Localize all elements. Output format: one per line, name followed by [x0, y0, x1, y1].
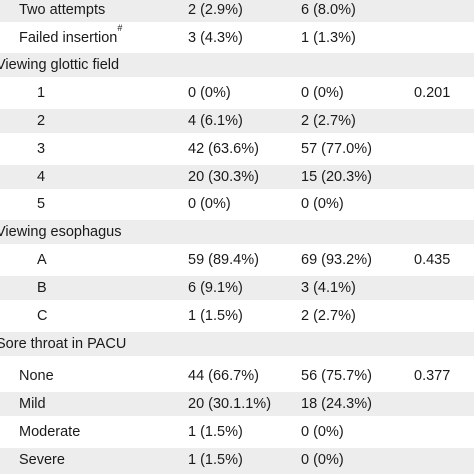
table-row: Mild 20 (30.1.1%) 18 (24.3%): [0, 392, 474, 416]
group2-value: 6 (8.0%): [301, 2, 356, 18]
group1-value: 1 (1.5%): [188, 308, 243, 324]
table-row: None 44 (66.7%) 56 (75.7%) 0.377: [0, 364, 474, 388]
group2-value: 1 (1.3%): [301, 30, 356, 46]
footnote-marker: #: [117, 23, 123, 34]
table-row: B 6 (9.1%) 3 (4.1%): [0, 276, 474, 300]
group1-value: 59 (89.4%): [188, 252, 259, 268]
p-value: 0.377: [414, 368, 451, 384]
row-label: None: [19, 368, 54, 384]
row-label-with-note: Failed insertion#: [19, 23, 123, 50]
group1-value: 3 (4.3%): [188, 30, 243, 46]
row-label: C: [37, 308, 48, 324]
table-row: Two attempts 2 (2.9%) 6 (8.0%): [0, 0, 474, 22]
row-label: A: [37, 252, 47, 268]
row-label: Failed insertion: [19, 30, 118, 46]
table-row: A 59 (89.4%) 69 (93.2%) 0.435: [0, 248, 474, 272]
group2-value: 0 (0%): [301, 424, 344, 440]
group2-value: 2 (2.7%): [301, 308, 356, 324]
group2-value: 56 (75.7%): [301, 368, 372, 384]
group2-value: 18 (24.3%): [301, 396, 372, 412]
group2-value: 0 (0%): [301, 452, 344, 468]
row-label: 5: [37, 196, 46, 212]
section-title: Sore throat in PACU: [0, 336, 127, 352]
group1-value: 42 (63.6%): [188, 141, 259, 157]
table-row: Failed insertion# 3 (4.3%) 1 (1.3%): [0, 23, 474, 50]
row-label: Moderate: [19, 424, 81, 440]
table-row: 4 20 (30.3%) 15 (20.3%): [0, 165, 474, 189]
group2-value: 3 (4.1%): [301, 280, 356, 296]
row-label: 1: [37, 85, 46, 101]
group1-value: 0 (0%): [188, 196, 231, 212]
table-row: Severe 1 (1.5%) 0 (0%): [0, 448, 474, 474]
section-row: Viewing glottic field: [0, 53, 474, 77]
row-label: Mild: [19, 396, 46, 412]
group2-value: 15 (20.3%): [301, 169, 372, 185]
row-label: 3: [37, 141, 46, 157]
p-value: 0.435: [414, 252, 451, 268]
group1-value: 6 (9.1%): [188, 280, 243, 296]
table-row: 1 0 (0%) 0 (0%) 0.201: [0, 81, 474, 105]
row-label: Two attempts: [19, 2, 106, 18]
section-title: Viewing glottic field: [0, 57, 120, 73]
group2-value: 2 (2.7%): [301, 113, 356, 129]
section-title: Viewing esophagus: [0, 224, 122, 240]
group1-value: 0 (0%): [188, 85, 231, 101]
group1-value: 4 (6.1%): [188, 113, 243, 129]
table-row: C 1 (1.5%) 2 (2.7%): [0, 304, 474, 328]
p-value: 0.201: [414, 85, 451, 101]
group1-value: 44 (66.7%): [188, 368, 259, 384]
section-row: Sore throat in PACU: [0, 332, 474, 356]
table-row: Moderate 1 (1.5%) 0 (0%): [0, 420, 474, 444]
row-label: B: [37, 280, 47, 296]
section-row: Viewing esophagus: [0, 220, 474, 244]
row-label: 2: [37, 113, 46, 129]
group2-value: 0 (0%): [301, 196, 344, 212]
row-label: Severe: [19, 452, 65, 468]
table-row: 2 4 (6.1%) 2 (2.7%): [0, 109, 474, 133]
group2-value: 0 (0%): [301, 85, 344, 101]
group1-value: 2 (2.9%): [188, 2, 243, 18]
row-label: 4: [37, 169, 46, 185]
table-row: 5 0 (0%) 0 (0%): [0, 192, 474, 216]
group1-value: 1 (1.5%): [188, 452, 243, 468]
group2-value: 57 (77.0%): [301, 141, 372, 157]
group1-value: 20 (30.1.1%): [188, 396, 272, 412]
group1-value: 20 (30.3%): [188, 169, 259, 185]
group1-value: 1 (1.5%): [188, 424, 243, 440]
group2-value: 69 (93.2%): [301, 252, 372, 268]
table-row: 3 42 (63.6%) 57 (77.0%): [0, 137, 474, 161]
